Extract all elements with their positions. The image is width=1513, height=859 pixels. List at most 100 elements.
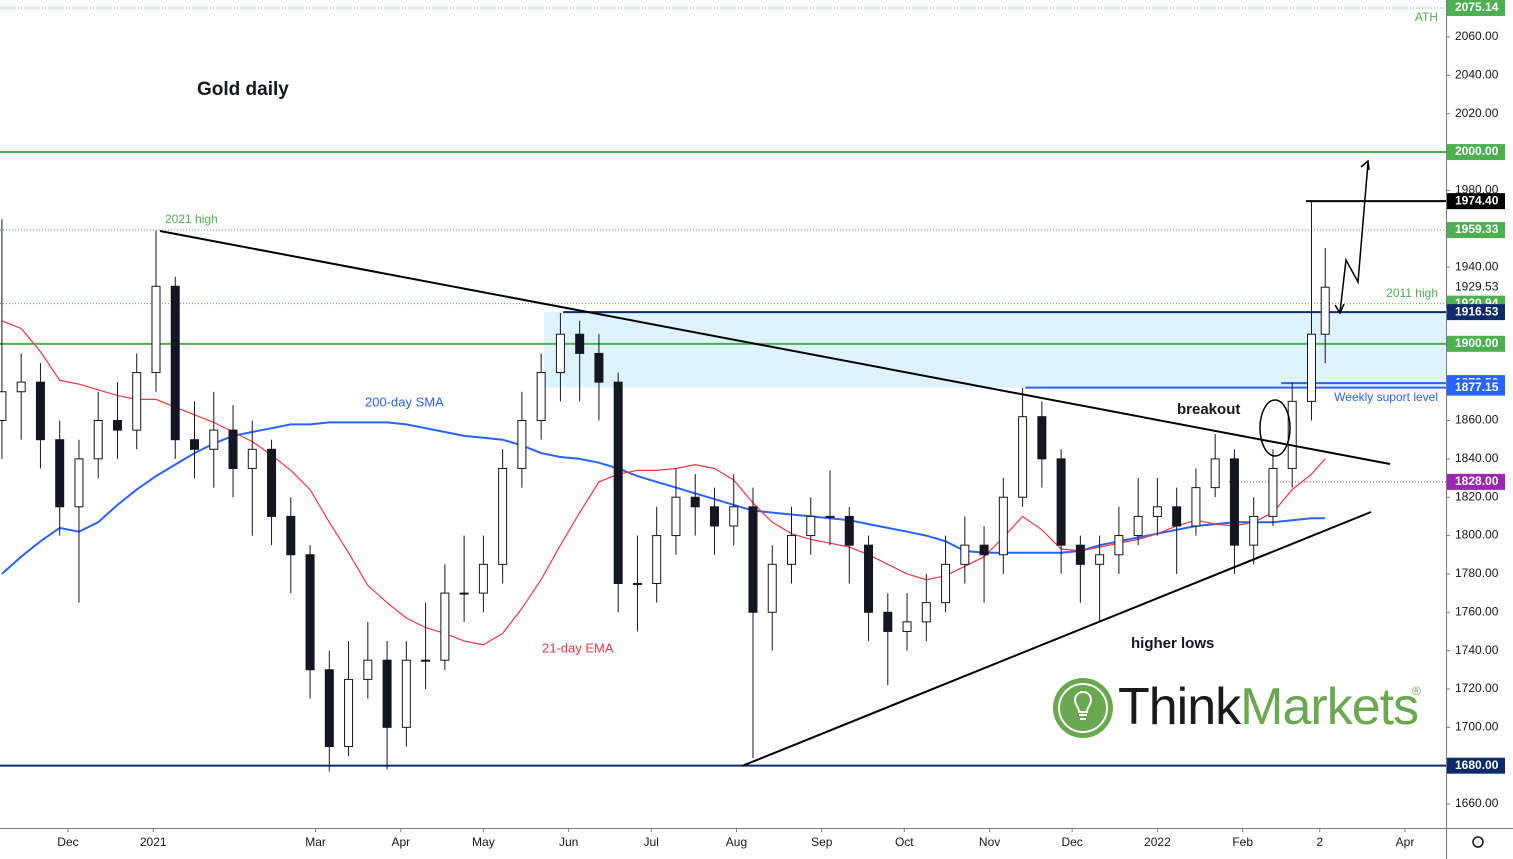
candle-body [536, 372, 546, 422]
candle-body [344, 678, 354, 748]
logo-text: ThinkMarkets [1118, 678, 1418, 736]
x-tick-label: Jul [644, 835, 659, 849]
candle-body [1152, 506, 1162, 517]
candle-body [864, 544, 874, 613]
price-tag [1447, 335, 1505, 352]
y-tick-label: 1800.00 [1455, 528, 1499, 542]
axes: 2060.00 2040.00 2020.00 1980.00 1940.00 1860.… [57, 0, 1505, 849]
x-tick-label: Dec [57, 835, 78, 849]
price-tag [1447, 279, 1505, 296]
candle-body [170, 285, 180, 441]
candle-body [1133, 515, 1143, 537]
x-tick-label: Nov [979, 835, 1000, 849]
price-tag-label: 1828.00 [1455, 474, 1499, 488]
candle-body [132, 372, 142, 431]
candle-body [1191, 487, 1201, 527]
y-tick-label: 1660.00 [1455, 796, 1499, 810]
trendline [159, 230, 1391, 465]
candle-body [1210, 458, 1220, 489]
y-tick-label: 1700.00 [1455, 720, 1499, 734]
candle-body [382, 659, 392, 728]
overlay-label: 21-day EMA [542, 640, 614, 655]
candle-body [247, 448, 257, 469]
candle-body [1075, 544, 1085, 565]
candle-body [0, 391, 7, 422]
support-zone [543, 312, 1446, 388]
plot-area [0, 7, 1446, 772]
price-tag [1447, 304, 1505, 321]
candle-body [921, 602, 931, 623]
y-tick-label: 2020.00 [1455, 106, 1499, 120]
candle-body [209, 429, 219, 450]
candle-body [1306, 333, 1316, 402]
candle-body [1172, 506, 1182, 527]
candle-body [709, 506, 719, 527]
candle-body [267, 448, 277, 517]
candle-body [421, 659, 431, 662]
settings-icon[interactable] [1472, 836, 1484, 848]
price-tag-label: 2000.00 [1455, 144, 1499, 158]
y-tick-label: 1740.00 [1455, 643, 1499, 657]
candle-body [190, 439, 200, 450]
candle-body [1018, 416, 1028, 498]
logo-part: Markets [1240, 678, 1418, 736]
price-tag [1447, 473, 1505, 490]
y-tick-label: 1860.00 [1455, 413, 1499, 427]
y-tick-label: 1980.00 [1455, 183, 1499, 197]
logo-mark: ® [1412, 684, 1421, 698]
price-tag [1447, 0, 1505, 16]
candle-body [498, 467, 508, 565]
x-tick-label: Dec [1061, 835, 1082, 849]
price-tag-label: 1900.00 [1455, 336, 1499, 350]
candle-body [767, 563, 777, 613]
candle-body [825, 515, 835, 518]
candle-body [1249, 515, 1259, 546]
level-note: 2021 high [165, 212, 218, 226]
candle-body [1095, 554, 1105, 565]
price-tag [1447, 193, 1505, 210]
candle-body [787, 535, 797, 565]
x-tick-label: Feb [1232, 835, 1253, 849]
x-tick-label: Apr [391, 835, 410, 849]
candle-body [286, 515, 296, 556]
x-tick-label: 2021 [140, 835, 167, 849]
arrow-head [1334, 303, 1345, 315]
candle-body [16, 381, 26, 393]
level-note: 2011 high [1386, 286, 1438, 300]
candle-body [844, 515, 854, 546]
x-tick-label: Mar [305, 835, 326, 849]
logo-ring [1058, 683, 1108, 733]
x-tick-label: Aug [726, 835, 747, 849]
x-tick-label: Sep [811, 835, 833, 849]
candle-body [613, 381, 623, 585]
price-tag-label: 2075.14 [1455, 0, 1499, 14]
y-tick-label: 1840.00 [1455, 451, 1499, 465]
candle-body [55, 439, 65, 508]
price-tag-label: 1959.33 [1455, 222, 1499, 236]
candle-body [998, 496, 1008, 556]
candle-body [960, 544, 970, 565]
candle-body [1320, 286, 1330, 335]
price-tag-label: 1877.15 [1455, 380, 1499, 394]
x-tick-label: Oct [895, 835, 914, 849]
candle-body [632, 583, 642, 586]
price-tag [1447, 222, 1505, 239]
y-tick-label: 1780.00 [1455, 566, 1499, 580]
candle-body [1268, 467, 1278, 517]
candle-body [228, 429, 238, 469]
y-tick-label: 1760.00 [1455, 604, 1499, 618]
y-tick-label: 2060.00 [1455, 29, 1499, 43]
candle-body [652, 535, 662, 585]
x-tick-label: Jun [559, 835, 578, 849]
candle-body [594, 352, 604, 383]
candle-body [93, 420, 103, 460]
price-tag [1447, 144, 1505, 161]
candle-body [1229, 458, 1239, 546]
x-tick-label: Apr [1396, 835, 1415, 849]
candle-body [1114, 535, 1124, 556]
price-tag-label: 1916.53 [1455, 304, 1499, 318]
annotation: higher lows [1131, 635, 1214, 652]
candle-body [478, 563, 488, 594]
candle-body [517, 420, 527, 469]
overlay-line [1, 320, 1326, 646]
